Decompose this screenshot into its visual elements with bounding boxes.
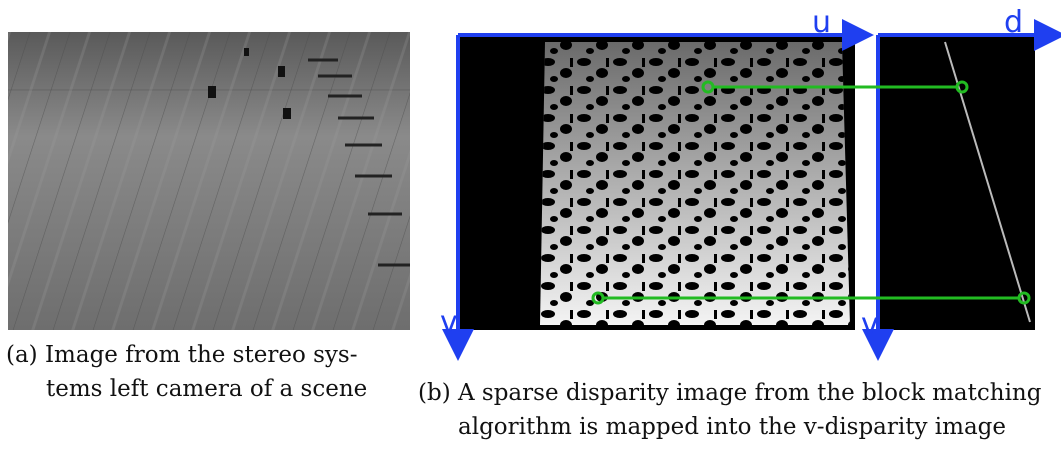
caption-line: algorithm is mapped into the v-disparity…	[458, 414, 1006, 440]
axis-label-d: d	[1004, 5, 1023, 40]
caption-line: (a) Image from the stereo sys-	[6, 342, 357, 368]
caption-line: (b) A sparse disparity image from the bl…	[418, 380, 1041, 406]
page: u d v v (a) Image from the stereo sys- t…	[0, 0, 1061, 454]
axis-label-u: u	[812, 5, 831, 40]
axis-label-v: v	[861, 307, 879, 342]
caption-line: tems left camera of a scene	[46, 376, 367, 402]
disparity-image	[460, 35, 855, 330]
axis-label-v: v	[440, 305, 458, 340]
scene-image	[8, 32, 410, 330]
v-disparity-image	[878, 35, 1035, 330]
